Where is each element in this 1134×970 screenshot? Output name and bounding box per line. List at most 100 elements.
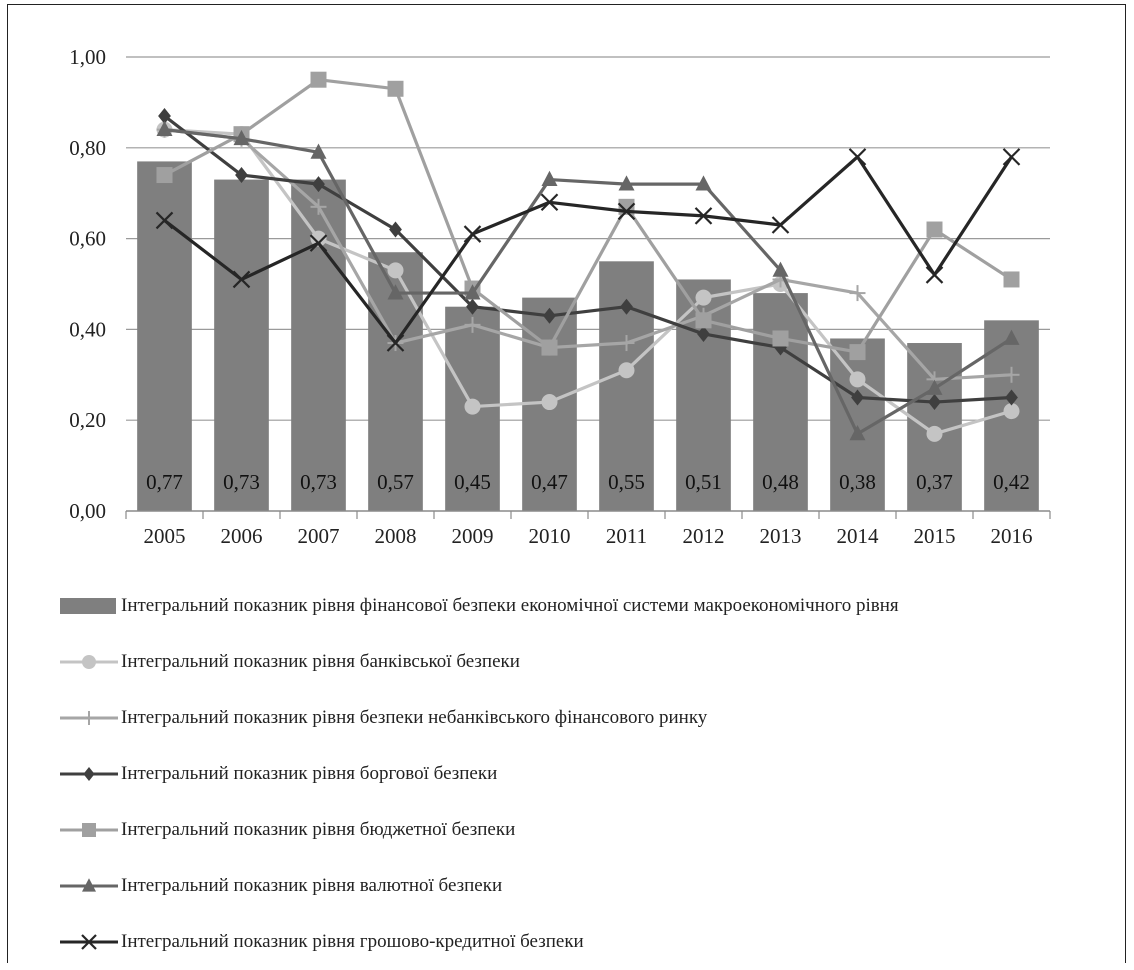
marker-plus [82,711,96,725]
marker-triangle [772,261,789,277]
bar-data-label: 0,55 [608,470,645,494]
line-series-2 [156,121,1020,388]
bar-data-label: 0,51 [685,470,722,494]
marker-diamond [235,167,248,184]
series-line [164,128,1012,381]
legend: Інтегральний показник рівня фінансової б… [58,578,899,970]
legend-swatch [60,823,118,837]
x-tick-label: 2008 [375,524,417,548]
line-series-1 [156,121,1020,442]
legend-label: Інтегральний показник рівня безпеки неба… [121,707,708,728]
marker-diamond [158,108,171,125]
bar-series [137,161,1039,512]
marker-triangle [387,284,404,300]
bar [214,179,269,511]
x-tick-label: 2012 [683,524,725,548]
marker-triangle [618,175,635,191]
x-tick-label: 2016 [991,524,1033,548]
marker-x [386,334,405,352]
marker-diamond [851,389,864,406]
bar-data-label: 0,45 [454,470,491,494]
marker-diamond [543,307,556,324]
legend-item: Інтегральний показник рівня банківської … [58,634,899,690]
marker-circle [310,230,327,247]
marker-x [232,270,251,289]
marker-x [81,934,97,950]
marker-square [926,221,943,238]
marker-plus [464,316,481,333]
legend-label: Інтегральний показник рівня бюджетної бе… [121,819,516,840]
marker-plus [849,285,866,302]
marker-triangle [310,143,327,159]
series-line [163,78,1013,354]
series-line [163,155,1013,345]
bar-data-label: 0,38 [839,470,876,494]
marker-triangle [156,120,173,137]
series-line [164,128,1013,436]
marker-circle [695,289,712,306]
y-tick-label: 0,40 [69,317,106,341]
marker-circle [82,655,96,669]
marker-circle [387,262,404,279]
y-tick-label: 0,80 [69,136,106,160]
bar-data-label: 0,37 [916,470,953,494]
marker-circle [926,425,943,442]
marker-circle [464,398,481,415]
legend-swatch [60,711,118,725]
marker-triangle [82,878,96,892]
marker-x [1002,148,1021,166]
legend-swatch [60,767,118,781]
marker-circle [541,394,558,411]
marker-circle [849,371,866,388]
legend-bar-swatch [60,598,116,614]
series-line [163,114,1012,404]
marker-x [463,225,482,243]
marker-x [540,193,559,212]
bar [291,179,346,511]
marker-x [694,207,713,225]
marker-square [695,312,712,329]
bar-data-label: 0,73 [300,470,337,494]
x-tick-label: 2006 [221,524,263,548]
legend-label: Інтегральний показник рівня грошово-кред… [121,931,584,952]
bar-data-label: 0,47 [531,470,568,494]
bar [753,293,808,511]
x-tick-label: 2013 [760,524,802,548]
marker-diamond [1005,389,1018,406]
legend-item: Інтегральний показник рівня боргової без… [58,746,899,802]
marker-x [771,216,790,234]
marker-circle [618,362,635,379]
x-tick-label: 2015 [914,524,956,548]
legend-item: Інтегральний показник рівня валютної без… [58,858,899,914]
marker-x [617,202,636,221]
bar-data-label: 0,77 [146,470,183,494]
chart-frame [7,4,1126,963]
marker-diamond [697,325,710,342]
marker-square [849,344,866,361]
marker-diamond [389,221,402,238]
line-series-group [155,71,1021,442]
marker-triangle [233,129,250,146]
bar-data-label: 0,48 [762,470,799,494]
legend-item: Інтегральний показник рівня фінансової б… [58,578,899,634]
data-labels: 0,77 0,73 0,73 0,57 0,45 0,47 0,55 0,51 0,48 0,38… [146,470,1030,494]
bar-data-label: 0,57 [377,470,414,494]
legend-label: Інтегральний показник рівня банківської … [121,651,520,672]
marker-diamond [928,394,941,411]
line-series-6 [155,148,1021,352]
marker-x [155,211,174,230]
legend-swatch [60,878,118,892]
y-tick-label: 0,20 [69,408,106,432]
marker-square [1003,271,1020,288]
marker-square [772,330,789,347]
marker-plus [618,335,635,352]
marker-plus [310,198,327,215]
marker-x [848,148,867,166]
legend-label: Інтегральний показник рівня валютної без… [121,875,503,896]
marker-x [309,234,328,252]
x-tick-label: 2009 [452,524,494,548]
marker-square [310,71,327,88]
x-tick-label: 2007 [298,524,340,548]
x-tick-label: 2011 [606,524,647,548]
bar [137,161,192,512]
